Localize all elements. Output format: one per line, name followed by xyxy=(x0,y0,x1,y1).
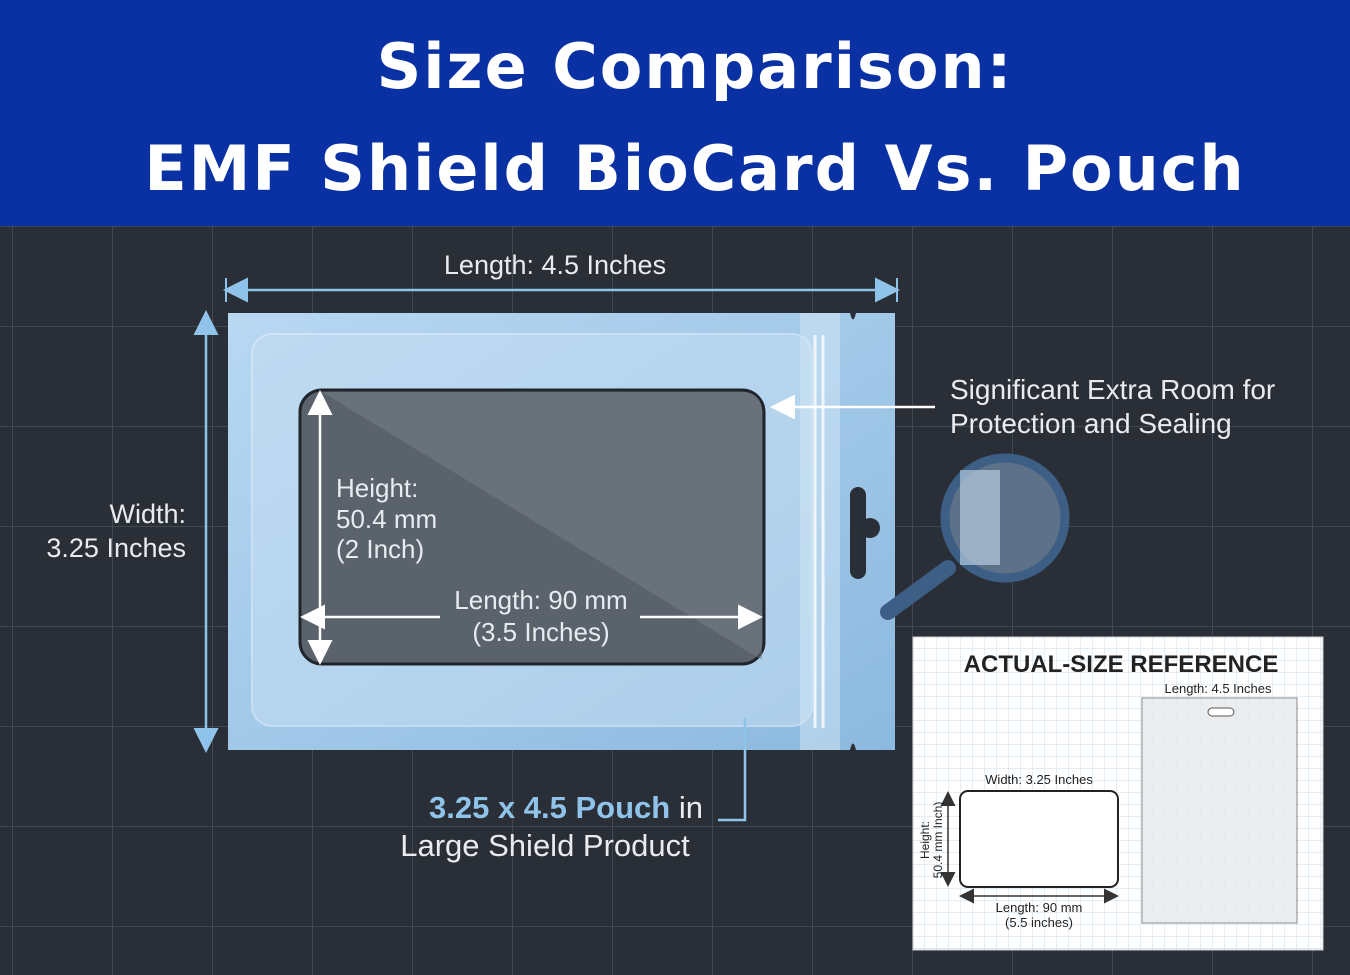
card-height-label: (2 Inch) xyxy=(336,534,424,564)
caption-connector xyxy=(718,718,747,822)
title-line: Size Comparison: xyxy=(377,30,1014,103)
reference-height-line: 50.4 mm Inch) xyxy=(931,802,945,879)
reference-card-height: Height: 50.4 mm Inch) xyxy=(918,802,945,879)
reference-card-width: Width: 3.25 Inches xyxy=(985,772,1093,787)
pouch-length-label: Length: 4.5 Inches xyxy=(444,250,666,280)
header xyxy=(0,0,1350,226)
zipper-seal xyxy=(800,313,840,750)
pouch-width-label: 3.25 Inches xyxy=(46,533,186,563)
magnifier-handle xyxy=(880,560,956,620)
reference-pouch-length: Length: 4.5 Inches xyxy=(1165,681,1272,696)
card-height-label: 50.4 mm xyxy=(336,504,437,534)
card-length-label: Length: 90 mm xyxy=(454,585,627,615)
callout-text: Significant Extra Room for xyxy=(950,374,1275,405)
reference-card xyxy=(959,790,1119,888)
reference-pouch xyxy=(1141,697,1298,924)
caption-highlight: 3.25 x 4.5 Pouch xyxy=(429,790,670,825)
card-height-label: Height: xyxy=(336,473,418,503)
caption-text: in xyxy=(679,790,703,825)
reference-card-length: (5.5 inches) xyxy=(1005,915,1073,930)
pouch-width-label: Width: xyxy=(109,499,186,529)
card-length-label: (3.5 Inches) xyxy=(472,617,609,647)
reference-height-line: Height: xyxy=(918,821,932,859)
biocard xyxy=(298,388,766,666)
reference-hang-hole xyxy=(1207,707,1235,717)
hang-hole xyxy=(860,518,880,538)
title-line: EMF Shield BioCard Vs. Pouch xyxy=(144,132,1245,205)
callout-text: Protection and Sealing xyxy=(950,408,1232,439)
magnifier-detail xyxy=(960,470,1000,565)
pouch-caption: 3.25 x 4.5 Pouch in xyxy=(429,790,703,825)
hang-hole xyxy=(850,487,866,579)
reference-title: ACTUAL-SIZE REFERENCE xyxy=(964,651,1279,678)
reference-card-length: Length: 90 mm xyxy=(996,900,1083,915)
pouch-caption: Large Shield Product xyxy=(400,828,690,863)
card-shine xyxy=(322,392,762,660)
